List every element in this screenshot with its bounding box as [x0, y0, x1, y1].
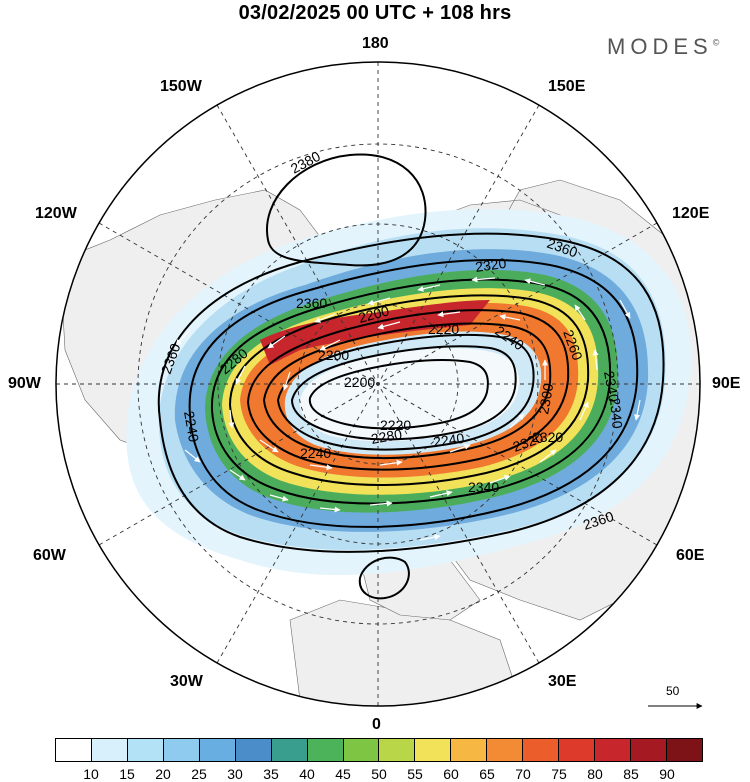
colorbar-swatch: [666, 739, 702, 761]
colorbar-tick-label: 40: [299, 766, 315, 782]
colorbar-swatch: [523, 739, 560, 761]
contour-2200: [308, 359, 489, 430]
contour-label: 2300: [535, 382, 556, 416]
colorbar-swatch: [415, 739, 452, 761]
contour-label: 2340: [601, 370, 622, 404]
label-0: 0: [372, 716, 381, 733]
colorbar-swatch: [595, 739, 631, 761]
colorbar-swatch: [163, 739, 200, 761]
contour-label: 2200: [318, 347, 349, 363]
wind-speed-shading: [126, 209, 692, 576]
label-150w: 150W: [160, 78, 202, 95]
colorbar-swatch: [199, 739, 236, 761]
contour-europe-low: [358, 556, 410, 600]
africa: [289, 599, 521, 706]
label-150e: 150E: [548, 78, 586, 95]
colorbar-swatch: [91, 739, 128, 761]
colorbar-tick-label: 90: [659, 766, 675, 782]
colorbar-tick-label: 60: [443, 766, 459, 782]
colorbar-swatch: [127, 739, 164, 761]
label-30w: 30W: [170, 673, 203, 690]
colorbar-swatch: [379, 739, 416, 761]
contour-label: 2340: [468, 479, 499, 495]
colorbar-swatch: [559, 739, 596, 761]
contour-label: 2280: [370, 426, 404, 447]
wind-vectors: [175, 276, 641, 541]
contour-label: 2220: [380, 417, 411, 433]
contour-label: 2240: [181, 410, 202, 444]
label-180: 180: [362, 35, 389, 52]
colorbar-swatch: [235, 739, 272, 761]
contour-2220: [290, 345, 517, 441]
label-90e: 90E: [712, 375, 741, 392]
label-30e: 30E: [548, 673, 577, 690]
label-90w: 90W: [8, 375, 41, 392]
colorbar-tick-label: 70: [515, 766, 531, 782]
map-disc: 2380 2360 2360 2360 2320 2200 2280 2240 …: [56, 62, 700, 706]
contour-label: 2240: [300, 445, 331, 461]
logo-text: MODES: [607, 34, 713, 59]
contour-2260: [262, 322, 552, 460]
reference-vector-value: 50: [666, 684, 680, 698]
band-85: [260, 300, 490, 365]
map-title: 03/02/2025 00 UTC + 108 hrs: [238, 2, 512, 24]
contour-2380: [265, 153, 427, 267]
colorbar-tick-label: 50: [371, 766, 387, 782]
contour-label: 2200: [344, 374, 375, 390]
logo-mark: ©: [712, 37, 720, 48]
contour-label: 2360: [296, 295, 327, 311]
colorbar-tick-label: 65: [479, 766, 495, 782]
label-60e: 60E: [676, 547, 705, 564]
label-60w: 60W: [33, 547, 66, 564]
colorbar-tick-label: 85: [623, 766, 639, 782]
contour-label: 2340: [607, 397, 626, 430]
contour-2320: [210, 278, 612, 505]
colorbar-swatch: [451, 739, 488, 761]
contour-label: 2200: [357, 302, 391, 326]
contour-2360: [157, 232, 665, 553]
contour-label: 2240: [432, 430, 465, 450]
colorbar-swatch: [631, 739, 667, 761]
contour-2300: [228, 294, 590, 486]
colorbar-swatch: [487, 739, 524, 761]
label-120w: 120W: [35, 205, 77, 222]
contour-label: 2320: [474, 255, 507, 275]
colorbar-swatch: [56, 739, 92, 761]
colorbar-tick-label: 25: [191, 766, 207, 782]
colorbar-swatch: [271, 739, 308, 761]
label-120e: 120E: [672, 205, 710, 222]
colorbar-tick-label: 80: [587, 766, 603, 782]
colorbar-tick-label: 35: [263, 766, 279, 782]
contour-2240: [276, 333, 535, 451]
colorbar-tick-label: 45: [335, 766, 351, 782]
colorbar-tick-label: 75: [551, 766, 567, 782]
colorbar-tick-label: 30: [227, 766, 243, 782]
colorbar-tick-label: 15: [119, 766, 135, 782]
height-contours: [157, 153, 665, 600]
colorbar-swatch: [343, 739, 380, 761]
colorbar-swatch: [307, 739, 344, 761]
contour-label: 2220: [428, 321, 459, 337]
map-border: [55, 61, 701, 707]
contour-2280: [246, 309, 570, 471]
colorbar-ticks: 10 15 20 25 30 35 40 45 50 55 60 65 70 75 80 85 90: [55, 766, 703, 782]
colorbar-tick-label: 55: [407, 766, 423, 782]
reference-vector: 50: [646, 684, 706, 716]
colorbar: [55, 738, 703, 762]
contour-2340: [188, 258, 639, 528]
colorbar-tick-label: 20: [155, 766, 171, 782]
reference-arrow-icon: [648, 703, 703, 709]
colorbar-tick-label: 10: [83, 766, 99, 782]
contour-label: 2320: [532, 429, 563, 445]
modes-logo: MODES©: [607, 34, 719, 60]
